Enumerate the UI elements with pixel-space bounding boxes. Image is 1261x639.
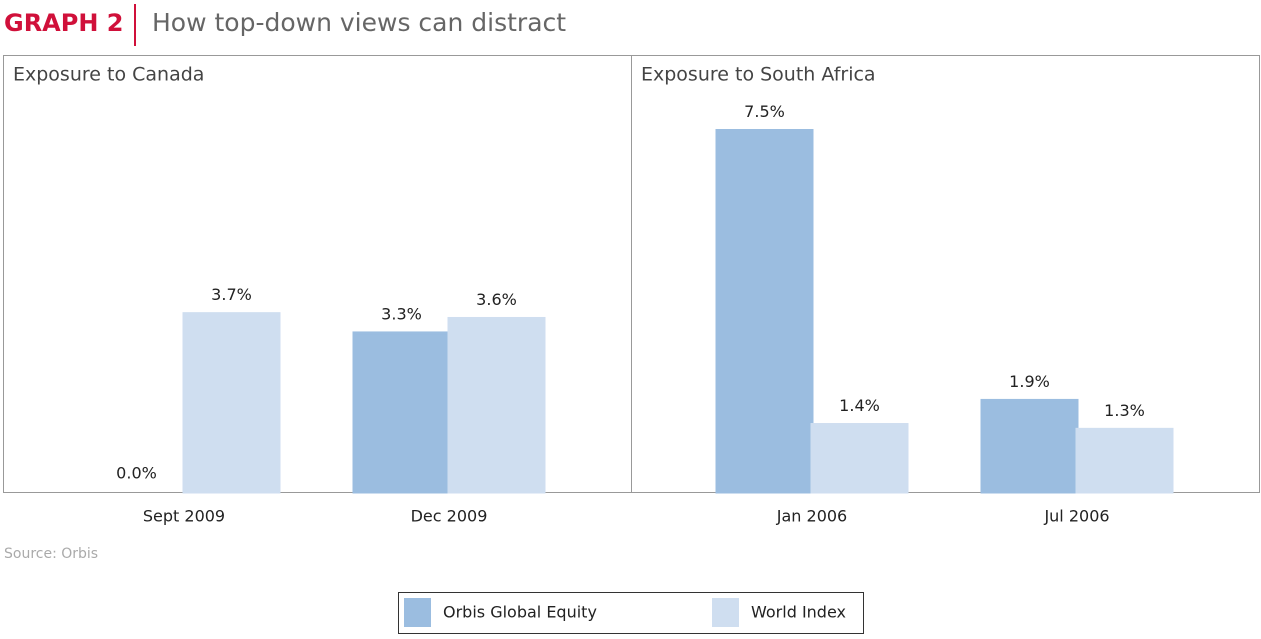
legend-swatch xyxy=(712,598,739,627)
bar xyxy=(352,331,451,494)
value-label: 1.9% xyxy=(1009,372,1050,391)
legend-label: World Index xyxy=(751,603,846,622)
panel xyxy=(631,55,1260,493)
value-label: 0.0% xyxy=(116,464,157,483)
x-tick-label: Sept 2009 xyxy=(143,507,225,526)
graph-label: GRAPH 2 xyxy=(4,9,123,37)
graph-title: How top-down views can distract xyxy=(152,8,566,37)
bar xyxy=(980,398,1079,494)
panel-title: Exposure to Canada xyxy=(13,64,204,86)
value-label: 3.3% xyxy=(381,304,422,323)
value-label: 1.4% xyxy=(839,396,880,415)
bar xyxy=(182,312,281,494)
value-label: 1.3% xyxy=(1104,401,1145,420)
bar xyxy=(447,316,546,494)
source: Source: Orbis xyxy=(4,546,98,562)
value-label: 7.5% xyxy=(744,102,785,121)
value-label: 3.7% xyxy=(211,285,252,304)
legend-swatch xyxy=(404,598,431,627)
panel-title: Exposure to South Africa xyxy=(641,64,876,86)
legend-box xyxy=(398,592,864,634)
bar xyxy=(715,129,814,494)
legend-label: Orbis Global Equity xyxy=(443,603,597,622)
x-tick-label: Dec 2009 xyxy=(411,507,488,526)
x-tick-label: Jul 2006 xyxy=(1043,507,1109,526)
bar xyxy=(1075,427,1174,494)
x-tick-label: Jan 2006 xyxy=(776,507,847,526)
bar xyxy=(810,423,909,494)
value-label: 3.6% xyxy=(476,290,517,309)
